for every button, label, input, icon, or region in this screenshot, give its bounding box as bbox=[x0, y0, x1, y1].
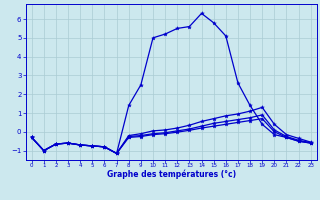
X-axis label: Graphe des températures (°c): Graphe des températures (°c) bbox=[107, 170, 236, 179]
